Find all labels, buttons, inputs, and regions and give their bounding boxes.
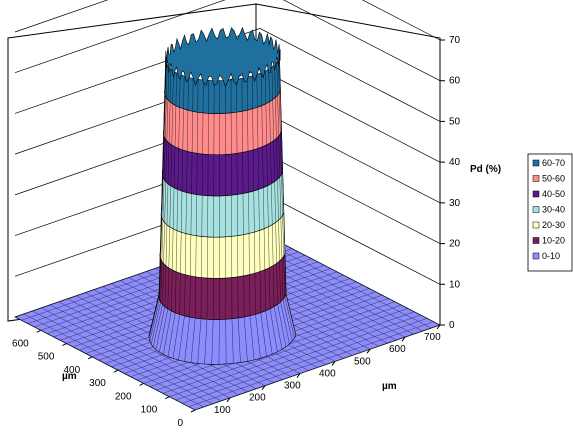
legend-label: 30-40: [542, 205, 565, 215]
y-tick-mark: [62, 344, 66, 346]
z-tick-label: 40: [449, 157, 461, 168]
legend-label: 40-50: [542, 189, 565, 199]
x-tick-label: 500: [354, 356, 371, 367]
y-tick-mark: [88, 357, 92, 359]
z-tick-label: 20: [449, 239, 461, 250]
z-tick-label: 10: [449, 279, 461, 290]
legend-label: 0-10: [542, 251, 560, 261]
legend-swatch: [533, 238, 539, 244]
y-tick-label: 0: [177, 418, 183, 429]
legend-swatch: [533, 222, 539, 228]
y-tick-mark: [140, 383, 144, 385]
legend-label: 10-20: [542, 236, 565, 246]
legend-swatch: [533, 160, 539, 166]
legend-label: 60-70: [542, 158, 565, 168]
y-tick-mark: [191, 410, 195, 412]
legend-swatch: [533, 253, 539, 259]
x-tick-label: 300: [284, 381, 301, 392]
z-tick-label: 50: [449, 116, 461, 127]
legend: 60-70 50-60 40-50 30-40 20-30 10-20 0-10: [528, 154, 572, 271]
legend-swatch: [533, 176, 539, 182]
legend-label: 50-60: [542, 174, 565, 184]
y-tick-mark: [114, 370, 118, 372]
x-tick-label: 400: [319, 368, 336, 379]
y-tick-label: 600: [12, 338, 29, 349]
legend-swatch: [533, 207, 539, 213]
surface-mesa: [149, 28, 296, 365]
y-tick-mark: [37, 330, 41, 332]
y-tick-label: 300: [89, 378, 106, 389]
y-axis-title: µm: [62, 371, 77, 382]
z-axis-title: Pd (%): [470, 164, 501, 175]
x-tick-label: 600: [389, 344, 406, 355]
y-tick-label: 500: [38, 352, 55, 363]
x-axis-title: µm: [382, 381, 397, 392]
z-tick-label: 70: [449, 35, 461, 46]
y-tick-mark: [165, 397, 169, 399]
z-tick-label: 60: [449, 76, 461, 87]
x-tick-label: 700: [424, 332, 441, 343]
x-tick-label: 100: [214, 405, 231, 416]
z-tick-label: 30: [449, 198, 461, 209]
legend-label: 20-30: [542, 220, 565, 230]
y-tick-label: 100: [141, 405, 158, 416]
z-axis: 0 10 20 30 40 50 60 70: [440, 35, 461, 331]
y-tick-label: 200: [115, 391, 132, 402]
x-tick-label: 200: [249, 393, 266, 404]
z-tick-label: 0: [449, 320, 455, 331]
legend-swatch: [533, 191, 539, 197]
